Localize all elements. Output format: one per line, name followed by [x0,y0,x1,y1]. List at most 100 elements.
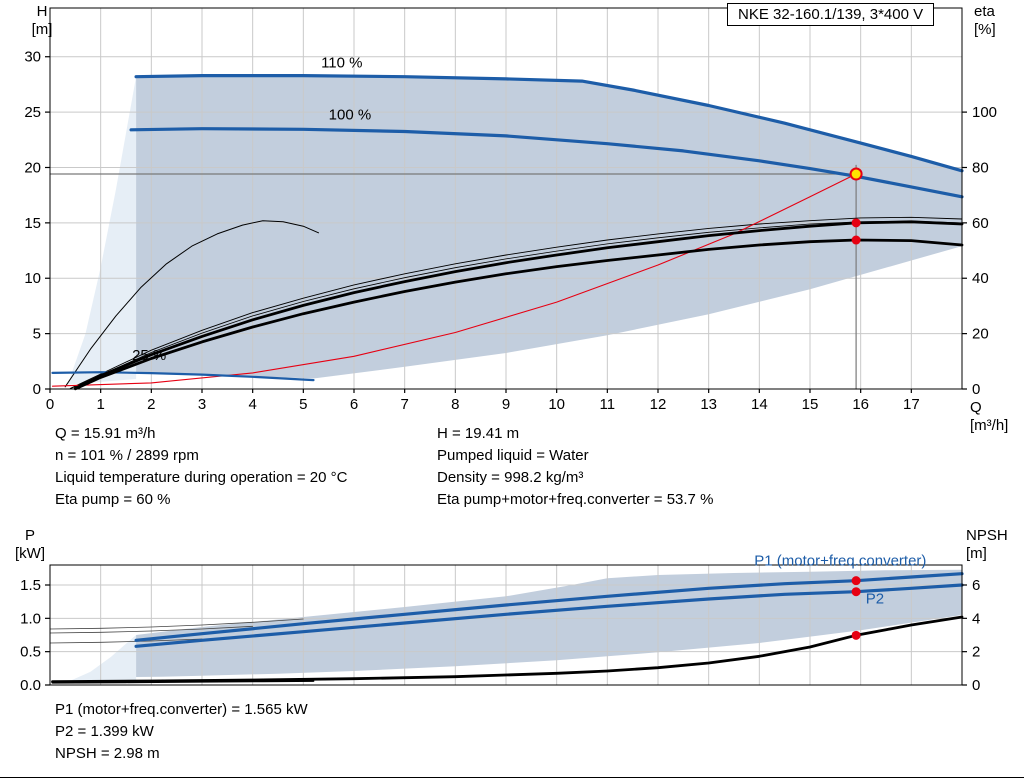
x-tick-label: 3 [198,396,206,413]
left-tick-label: 0.5 [20,644,41,661]
label-p2: P2 [866,590,884,607]
p1-op-point [851,576,861,586]
left-tick-label: 15 [24,215,41,232]
duty-info-right-column: H = 19.41 m Pumped liquid = Water Densit… [437,423,713,511]
right-tick-label: 4 [972,610,980,627]
x-tick-label: 16 [852,396,869,413]
operating-envelope [136,75,963,379]
left-tick-label: 20 [24,159,41,176]
duty-info-left-column: Q = 15.91 m³/h n = 101 % / 2899 rpm Liqu… [55,423,347,511]
p-axis-label: P [kW] [8,527,52,563]
left-tick-label: 5 [33,326,41,343]
info-line-n: n = 101 % / 2899 rpm [55,447,199,464]
left-tick-label: 1.0 [20,610,41,627]
x-tick-label: 8 [451,396,459,413]
p2-op-point [851,587,861,597]
h-axis-label: H [m] [22,3,62,39]
info-line-density: Density = 998.2 kg/m³ [437,469,584,486]
x-tick-label: 1 [96,396,104,413]
info-line-p2: P2 = 1.399 kW [55,723,154,740]
right-tick-label: 6 [972,577,980,594]
eta-axis-label: eta [%] [974,3,996,39]
left-tick-label: 10 [24,270,41,287]
power-thin-a [49,618,304,630]
npsh-curve [51,615,964,684]
speed-curve-100 [129,127,964,199]
power-thin-b [49,625,254,634]
eta-pump-curve [73,220,964,390]
x-tick-label: 4 [248,396,256,413]
label-p1: P1 (motor+freq.converter) [754,552,926,569]
info-line-h: H = 19.41 m [437,425,520,442]
x-tick-label: 6 [350,396,358,413]
p1-curve [134,572,964,642]
info-line-temperature: Liquid temperature during operation = 20… [55,469,348,486]
x-tick-label: 17 [903,396,920,413]
left-tick-label: 1.5 [20,577,41,594]
duty-point [849,167,863,181]
left-tick-label: 30 [24,49,41,66]
x-tick-label: 2 [147,396,155,413]
info-line-p1: P1 (motor+freq.converter) = 1.565 kW [55,701,308,718]
eta-axis-label-unit: [%] [974,21,996,38]
speed-curve-25 [51,371,315,382]
npsh-axis-label-symbol: NPSH [966,527,1008,544]
label-110-pct: 110 % [321,54,362,71]
right-tick-label: 20 [972,326,989,343]
system-curve [51,173,857,387]
x-tick-label: 11 [600,396,616,413]
right-tick-label: 60 [972,215,989,232]
npsh-op-point [851,630,861,640]
info-line-npsh: NPSH = 2.98 m [55,745,160,762]
eta-total-op-point [851,235,861,245]
label-25-pct: 25 % [132,347,166,364]
x-tick-label: 14 [751,396,768,413]
right-tick-label: 100 [972,104,997,121]
power-thin-c [49,638,203,644]
speed-curve-110 [134,73,964,173]
x-tick-label: 10 [548,396,565,413]
result-info-block: P1 (motor+freq.converter) = 1.565 kW P2 … [55,699,308,765]
x-tick-label: 13 [700,396,717,413]
eta-pump-op-point [851,218,861,228]
h-axis-label-unit: [m] [31,21,53,38]
p-axis-label-unit: [kW] [15,545,45,562]
pump-title-box: NKE 32-160.1/139, 3*400 V [727,3,935,26]
right-tick-label: 40 [972,270,989,287]
eta-axis-label-symbol: eta [974,3,995,20]
x-tick-label: 5 [299,396,307,413]
x-tick-label: 9 [502,396,510,413]
info-line-eta-pump: Eta pump = 60 % [55,491,171,508]
eta-curve-thin-a [69,216,963,389]
h-axis-label-symbol: H [36,3,48,20]
right-tick-label: 0 [972,677,980,694]
eta-curve-thin-b [69,220,963,390]
power-envelope [136,569,963,677]
low-flow-wedge [67,76,137,385]
low-flow-wedge-power [65,635,137,683]
left-tick-label: 0.0 [20,677,41,694]
x-tick-label: 7 [400,396,408,413]
eta-curve-partial-speed [64,220,319,388]
npsh-axis-label-unit: [m] [966,545,987,562]
p-axis-label-symbol: P [24,527,35,544]
right-tick-label: 0 [972,381,980,398]
right-tick-label: 80 [972,159,989,176]
label-100-pct: 100 % [329,106,372,123]
bottom-rule [0,777,1024,778]
x-tick-label: 12 [650,396,667,413]
info-line-q: Q = 15.91 m³/h [55,425,156,442]
x-tick-label: 15 [802,396,819,413]
info-line-eta-total: Eta pump+motor+freq.converter = 53.7 % [437,491,714,508]
info-line-liquid: Pumped liquid = Water [437,447,589,464]
p2-curve [134,583,964,648]
eta-total-curve [73,238,964,391]
q-axis-label: Q [m³/h] [970,399,1009,434]
left-tick-label: 0 [33,381,41,398]
x-tick-label: 0 [46,396,54,413]
right-tick-label: 2 [972,644,980,661]
left-tick-label: 25 [24,104,41,121]
